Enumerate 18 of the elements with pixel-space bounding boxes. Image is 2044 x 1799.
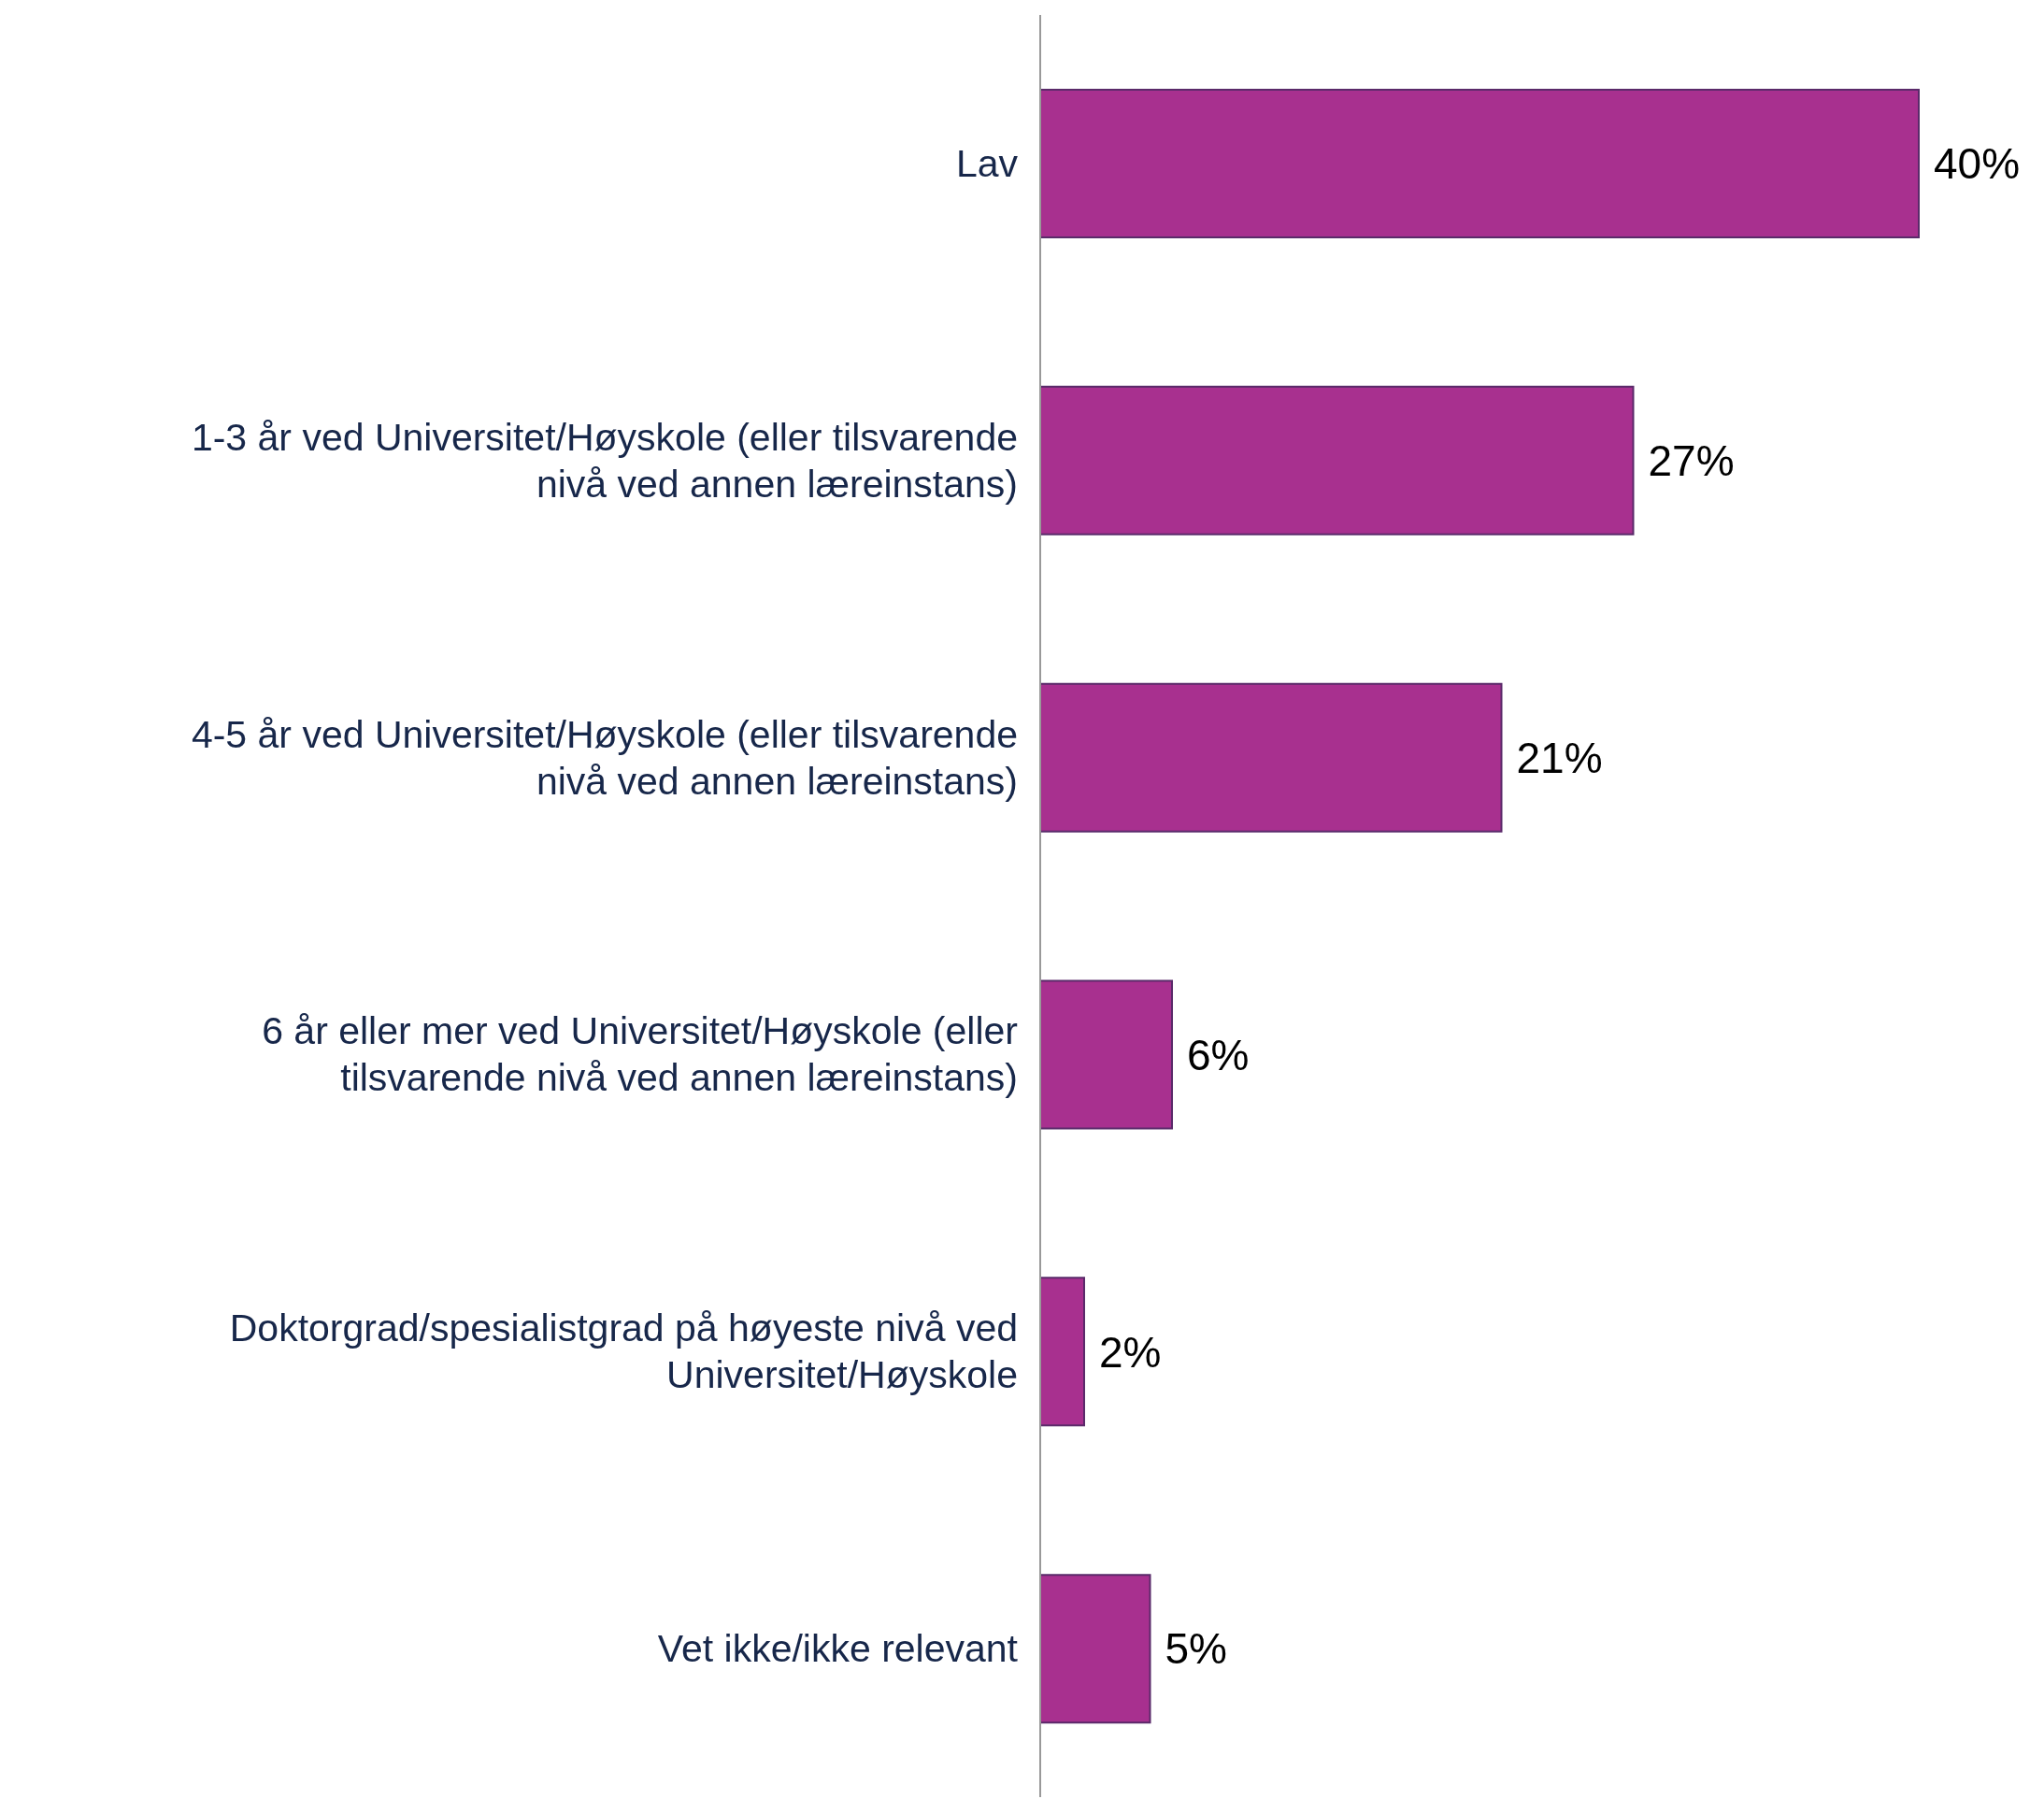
y-tick-label: Vet ikke/ikke relevant [657,1627,1019,1671]
y-tick-label: 1-3 år ved Universitet/Høyskole (eller tilsvarende nivå ved annen læreinstans) [191,415,1018,506]
bar [1039,385,1635,535]
y-tick-label: 6 år eller mer ved Universitet/Høyskole (eller tilsvarende nivå ved annen læreinstans) [262,1009,1018,1100]
data-label: 5% [1165,1624,1227,1674]
data-label: 2% [1099,1327,1162,1377]
data-label: 21% [1516,734,1603,782]
y-tick-label: Lav [955,141,1019,185]
bar [1039,1574,1151,1724]
data-label: 27% [1648,436,1735,486]
data-label: 40% [1934,139,2021,189]
bar [1039,89,1920,238]
y-tick-label: Doktorgrad/spesialistgrad på høyeste nivå ved Universitet/Høyskole [229,1306,1018,1397]
data-label: 6% [1187,1030,1250,1079]
bar [1039,682,1503,833]
bar [1039,979,1173,1130]
y-tick-label: 4-5 år ved Universitet/Høyskole (eller tilsvarende nivå ved annen læreinstans) [191,712,1018,803]
bar [1039,1277,1085,1427]
